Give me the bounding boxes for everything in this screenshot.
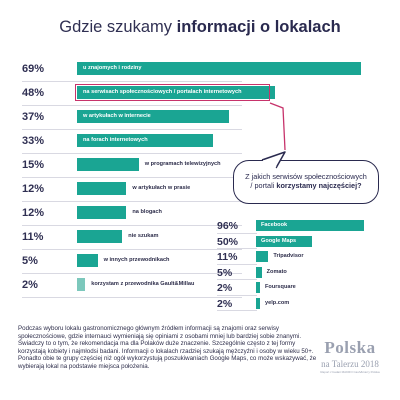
bar bbox=[77, 158, 139, 171]
value-label: 2% bbox=[217, 297, 233, 310]
value-label: 11% bbox=[22, 231, 44, 243]
category-label: w artykułach w internecie bbox=[83, 113, 151, 119]
row-divider bbox=[22, 105, 242, 106]
value-label: 2% bbox=[22, 279, 38, 291]
row-divider bbox=[217, 248, 257, 249]
category-label: Facebook bbox=[261, 222, 288, 228]
value-label: 48% bbox=[22, 87, 45, 99]
logo-main-text: Polska bbox=[324, 338, 376, 357]
category-label: w innych przewodnikach bbox=[103, 257, 170, 263]
category-label: na forach internetowych bbox=[83, 137, 148, 143]
bar bbox=[256, 266, 262, 278]
category-label: w programach telewizyjnych bbox=[144, 161, 221, 167]
value-label: 15% bbox=[22, 159, 45, 171]
bar bbox=[77, 86, 275, 99]
value-label: 37% bbox=[22, 111, 45, 123]
row-divider bbox=[22, 177, 242, 178]
bar bbox=[256, 282, 260, 293]
row-divider bbox=[217, 263, 257, 265]
bar bbox=[77, 278, 86, 291]
logo-tiny-text: Raport z badań MAKRO Cash&Carry Polska bbox=[320, 370, 380, 374]
bar bbox=[256, 235, 313, 247]
bubble-line-2-bold: korzystamy najczęściej? bbox=[276, 181, 362, 190]
category-label: na blogach bbox=[132, 209, 162, 215]
bar bbox=[77, 62, 361, 75]
category-label: Google Maps bbox=[261, 237, 297, 244]
category-label: Foursquare bbox=[265, 284, 296, 290]
category-label: yelp.com bbox=[265, 299, 290, 306]
bar bbox=[256, 297, 260, 309]
value-label: 12% bbox=[22, 183, 45, 195]
bar bbox=[77, 230, 123, 243]
bar bbox=[77, 110, 230, 123]
category-label: u znajomych i rodziny bbox=[83, 65, 142, 71]
category-label: Zomato bbox=[266, 268, 287, 275]
value-label: 33% bbox=[22, 135, 45, 147]
category-label: w artykułach w prasie bbox=[132, 185, 191, 191]
bar bbox=[77, 134, 213, 147]
row-divider bbox=[22, 81, 242, 82]
category-label: na serwisach społecznościowych / portala… bbox=[83, 89, 242, 95]
bar bbox=[256, 220, 364, 231]
row-divider bbox=[217, 294, 257, 296]
row-divider bbox=[217, 310, 257, 311]
row-divider bbox=[22, 249, 242, 250]
description-paragraph: Podczas wyboru lokalu gastronomicznego g… bbox=[18, 325, 317, 370]
highlight-box bbox=[75, 84, 270, 101]
row-divider bbox=[217, 279, 257, 280]
value-label: 96% bbox=[217, 220, 239, 232]
row-divider bbox=[22, 273, 242, 274]
chart-title: Gdzie szukamy informacji o lokalach bbox=[0, 18, 400, 37]
value-label: 50% bbox=[217, 235, 239, 248]
bubble-line-2: / portali korzystamy najczęściej? bbox=[234, 181, 378, 190]
category-label: nie szukam bbox=[128, 233, 159, 239]
row-divider bbox=[22, 225, 242, 226]
value-label: 69% bbox=[22, 63, 45, 75]
category-label: korzystam z przewodnika Gault&Millau bbox=[91, 281, 195, 287]
bubble-line-2-plain: / portali bbox=[250, 181, 277, 190]
row-divider bbox=[22, 201, 242, 202]
value-label: 11% bbox=[217, 251, 238, 263]
bar bbox=[77, 206, 127, 219]
row-divider bbox=[217, 232, 257, 234]
value-label: 2% bbox=[217, 282, 233, 294]
value-label: 5% bbox=[217, 266, 233, 279]
bubble-line-1: Z jakich serwisów społecznościowych bbox=[245, 172, 367, 181]
polska-na-talerzu-logo: Polska na Talerzu 2018 Raport z badań MA… bbox=[312, 338, 388, 378]
logo-sub-text: na Talerzu 2018 bbox=[321, 359, 379, 369]
row-divider bbox=[22, 153, 242, 154]
category-label: Tripadvisor bbox=[273, 253, 304, 259]
bar bbox=[77, 182, 127, 195]
value-label: 5% bbox=[22, 255, 38, 267]
row-divider bbox=[22, 129, 242, 130]
bar bbox=[256, 251, 269, 262]
row-divider bbox=[22, 297, 242, 298]
title-plain: Gdzie szukamy bbox=[59, 18, 177, 36]
bar bbox=[77, 254, 98, 267]
value-label: 12% bbox=[22, 207, 45, 219]
question-bubble: Z jakich serwisów społecznościowych / po… bbox=[233, 160, 379, 204]
title-bold: informacji o lokalach bbox=[176, 18, 341, 36]
